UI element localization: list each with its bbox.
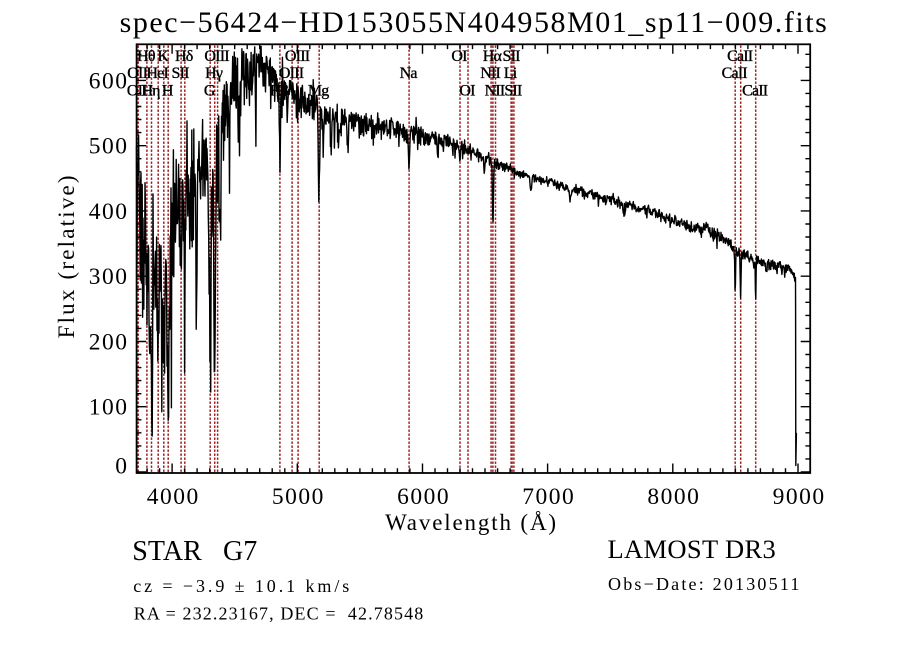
svg-text:0: 0 (115, 454, 128, 480)
svg-text:5000: 5000 (272, 484, 325, 510)
svg-text:OI: OI (451, 48, 467, 65)
svg-text:Hγ: Hγ (205, 65, 223, 82)
svg-text:CaII: CaII (742, 83, 768, 100)
svg-text:spec−56424−HD153055N404958M01_: spec−56424−HD153055N404958M01_sp11−009.f… (120, 6, 829, 39)
svg-text:Flux (relative): Flux (relative) (54, 173, 79, 338)
svg-text:Hδ: Hδ (175, 48, 193, 65)
svg-text:OIII: OIII (285, 48, 310, 65)
svg-text:OIII: OIII (279, 65, 304, 82)
svg-text:OII: OII (127, 65, 147, 82)
svg-text:9000: 9000 (773, 484, 826, 510)
svg-text:H: H (162, 83, 174, 100)
svg-text:OI: OI (459, 83, 475, 100)
svg-text:SII: SII (503, 48, 521, 65)
svg-text:400: 400 (89, 199, 129, 225)
svg-text:CaII: CaII (722, 65, 748, 82)
svg-text:CaII: CaII (727, 48, 753, 65)
svg-text:OIII: OIII (204, 48, 229, 65)
svg-text:6000: 6000 (397, 484, 450, 510)
svg-text:K: K (157, 48, 169, 65)
svg-text:NII: NII (485, 83, 505, 100)
svg-text:HeI: HeI (146, 65, 168, 82)
svg-text:100: 100 (89, 395, 129, 421)
svg-text:cz = −3.9 ± 10.1 km/s: cz = −3.9 ± 10.1 km/s (133, 576, 352, 596)
svg-text:Na: Na (400, 65, 418, 82)
svg-text:G: G (204, 83, 216, 100)
svg-text:Hα: Hα (483, 48, 503, 65)
svg-text:7000: 7000 (522, 484, 575, 510)
svg-text:8000: 8000 (647, 484, 700, 510)
svg-text:200: 200 (89, 329, 129, 355)
svg-text:300: 300 (89, 264, 129, 290)
svg-text:Wavelength (Å): Wavelength (Å) (385, 510, 558, 535)
svg-text:SII: SII (504, 83, 522, 100)
svg-text:NII: NII (480, 65, 500, 82)
svg-text:SII: SII (172, 65, 190, 82)
svg-text:Obs−Date: 20130511: Obs−Date: 20130511 (608, 574, 802, 594)
svg-text:Hη: Hη (141, 83, 160, 100)
svg-text:STAR G7: STAR G7 (132, 536, 257, 567)
svg-text:Li: Li (504, 65, 518, 82)
svg-text:4000: 4000 (147, 484, 200, 510)
svg-text:500: 500 (89, 134, 129, 160)
svg-text:600: 600 (89, 68, 129, 94)
svg-text:Hθ: Hθ (137, 48, 155, 65)
svg-text:LAMOST DR3: LAMOST DR3 (608, 534, 777, 564)
svg-text:RA = 232.23167, DEC = 42.7854: RA = 232.23167, DEC = 42.78548 (134, 604, 425, 624)
